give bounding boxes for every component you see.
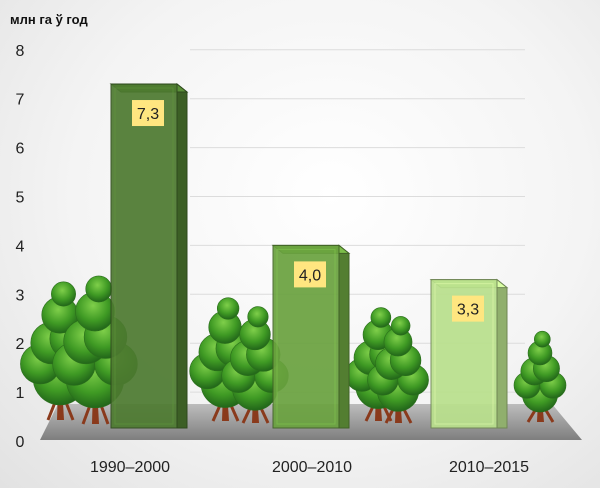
tree-decorations: [20, 275, 567, 425]
x-axis-categories: 1990–2000 2000–2010 2010–2015: [90, 459, 529, 476]
y-tick-label: 8: [16, 43, 25, 60]
y-tick-label: 7: [16, 92, 25, 109]
value-label: 7,3: [132, 100, 164, 127]
value-label: 3,3: [452, 295, 484, 322]
y-tick-label: 2: [16, 336, 25, 353]
svg-text:3,3: 3,3: [457, 302, 479, 319]
bars: 7,3 4,0 3,3: [109, 82, 509, 429]
x-category-label: 2010–2015: [449, 459, 529, 476]
svg-text:4,0: 4,0: [299, 267, 321, 284]
y-axis-label: млн га ў год: [10, 12, 88, 27]
y-tick-label: 0: [16, 434, 25, 451]
y-tick-label: 5: [16, 190, 25, 207]
x-category-label: 1990–2000: [90, 459, 170, 476]
y-tick-label: 1: [16, 385, 25, 402]
y-tick-label: 4: [16, 238, 25, 255]
tree-icon: [513, 330, 567, 423]
x-category-label: 2000–2010: [272, 459, 352, 476]
svg-text:7,3: 7,3: [137, 106, 159, 123]
y-tick-label: 3: [16, 287, 25, 304]
y-tick-label: 6: [16, 141, 25, 158]
y-axis-ticks: 0 1 2 3 4 5 6 7 8: [16, 43, 25, 451]
bar: [109, 82, 189, 429]
value-label: 4,0: [294, 261, 326, 288]
tree-icon: [367, 316, 429, 424]
